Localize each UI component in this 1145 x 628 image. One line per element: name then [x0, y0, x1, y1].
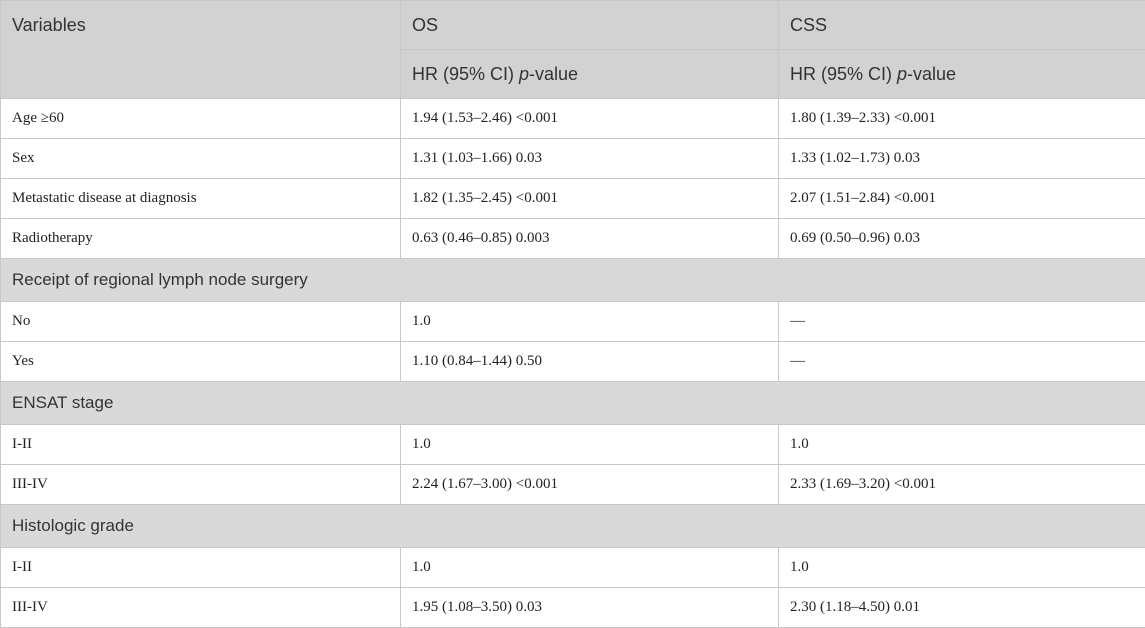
variable-cell: I-II — [1, 425, 401, 465]
os-cell: 0.63 (0.46–0.85) 0.003 — [401, 219, 779, 259]
section-label: ENSAT stage — [1, 382, 1145, 425]
table-header: Variables OS CSS HR (95% CI) p-value HR … — [1, 1, 1145, 99]
variable-cell: Sex — [1, 139, 401, 179]
variable-cell: I-II — [1, 548, 401, 588]
os-header: OS — [401, 1, 779, 50]
os-cell: 1.0 — [401, 548, 779, 588]
variable-cell: III-IV — [1, 465, 401, 505]
os-subheader-italic: p — [519, 64, 529, 84]
section-row-lymph-node-surgery: Receipt of regional lymph node surgery — [1, 259, 1145, 302]
variable-cell: Age ≥60 — [1, 99, 401, 139]
table-row-radiotherapy: Radiotherapy 0.63 (0.46–0.85) 0.003 0.69… — [1, 219, 1145, 259]
table-row-stage-i-ii: I-II 1.0 1.0 — [1, 425, 1145, 465]
table-body: Age ≥60 1.94 (1.53–2.46) <0.001 1.80 (1.… — [1, 99, 1145, 628]
variable-cell: Yes — [1, 342, 401, 382]
os-cell: 1.82 (1.35–2.45) <0.001 — [401, 179, 779, 219]
css-subheader: HR (95% CI) p-value — [779, 50, 1145, 99]
table-row-metastatic: Metastatic disease at diagnosis 1.82 (1.… — [1, 179, 1145, 219]
section-label: Receipt of regional lymph node surgery — [1, 259, 1145, 302]
table-row-stage-iii-iv: III-IV 2.24 (1.67–3.00) <0.001 2.33 (1.6… — [1, 465, 1145, 505]
css-subheader-prefix: HR (95% CI) — [790, 64, 897, 84]
variable-cell: Radiotherapy — [1, 219, 401, 259]
variables-header: Variables — [1, 1, 401, 99]
css-header: CSS — [779, 1, 1145, 50]
css-subheader-suffix: -value — [907, 64, 956, 84]
table-row-age: Age ≥60 1.94 (1.53–2.46) <0.001 1.80 (1.… — [1, 99, 1145, 139]
table-row-surgery-yes: Yes 1.10 (0.84–1.44) 0.50 — — [1, 342, 1145, 382]
os-subheader-suffix: -value — [529, 64, 578, 84]
section-row-ensat-stage: ENSAT stage — [1, 382, 1145, 425]
variable-cell: Metastatic disease at diagnosis — [1, 179, 401, 219]
section-label: Histologic grade — [1, 505, 1145, 548]
table-row-grade-iii-iv: III-IV 1.95 (1.08–3.50) 0.03 2.30 (1.18–… — [1, 588, 1145, 628]
css-cell: 2.07 (1.51–2.84) <0.001 — [779, 179, 1145, 219]
variable-cell: No — [1, 302, 401, 342]
css-cell: 1.33 (1.02–1.73) 0.03 — [779, 139, 1145, 179]
os-cell: 1.31 (1.03–1.66) 0.03 — [401, 139, 779, 179]
header-row: Variables OS CSS — [1, 1, 1145, 50]
os-cell: 2.24 (1.67–3.00) <0.001 — [401, 465, 779, 505]
css-cell: 1.0 — [779, 548, 1145, 588]
table-row-sex: Sex 1.31 (1.03–1.66) 0.03 1.33 (1.02–1.7… — [1, 139, 1145, 179]
section-row-histologic-grade: Histologic grade — [1, 505, 1145, 548]
css-subheader-italic: p — [897, 64, 907, 84]
css-cell: 2.33 (1.69–3.20) <0.001 — [779, 465, 1145, 505]
css-cell: 2.30 (1.18–4.50) 0.01 — [779, 588, 1145, 628]
css-cell: 1.80 (1.39–2.33) <0.001 — [779, 99, 1145, 139]
css-cell: — — [779, 302, 1145, 342]
css-cell: — — [779, 342, 1145, 382]
css-cell: 0.69 (0.50–0.96) 0.03 — [779, 219, 1145, 259]
os-subheader: HR (95% CI) p-value — [401, 50, 779, 99]
os-cell: 1.95 (1.08–3.50) 0.03 — [401, 588, 779, 628]
table-row-grade-i-ii: I-II 1.0 1.0 — [1, 548, 1145, 588]
css-cell: 1.0 — [779, 425, 1145, 465]
table-row-surgery-no: No 1.0 — — [1, 302, 1145, 342]
variable-cell: III-IV — [1, 588, 401, 628]
os-cell: 1.94 (1.53–2.46) <0.001 — [401, 99, 779, 139]
os-cell: 1.0 — [401, 425, 779, 465]
os-cell: 1.10 (0.84–1.44) 0.50 — [401, 342, 779, 382]
os-subheader-prefix: HR (95% CI) — [412, 64, 519, 84]
os-cell: 1.0 — [401, 302, 779, 342]
